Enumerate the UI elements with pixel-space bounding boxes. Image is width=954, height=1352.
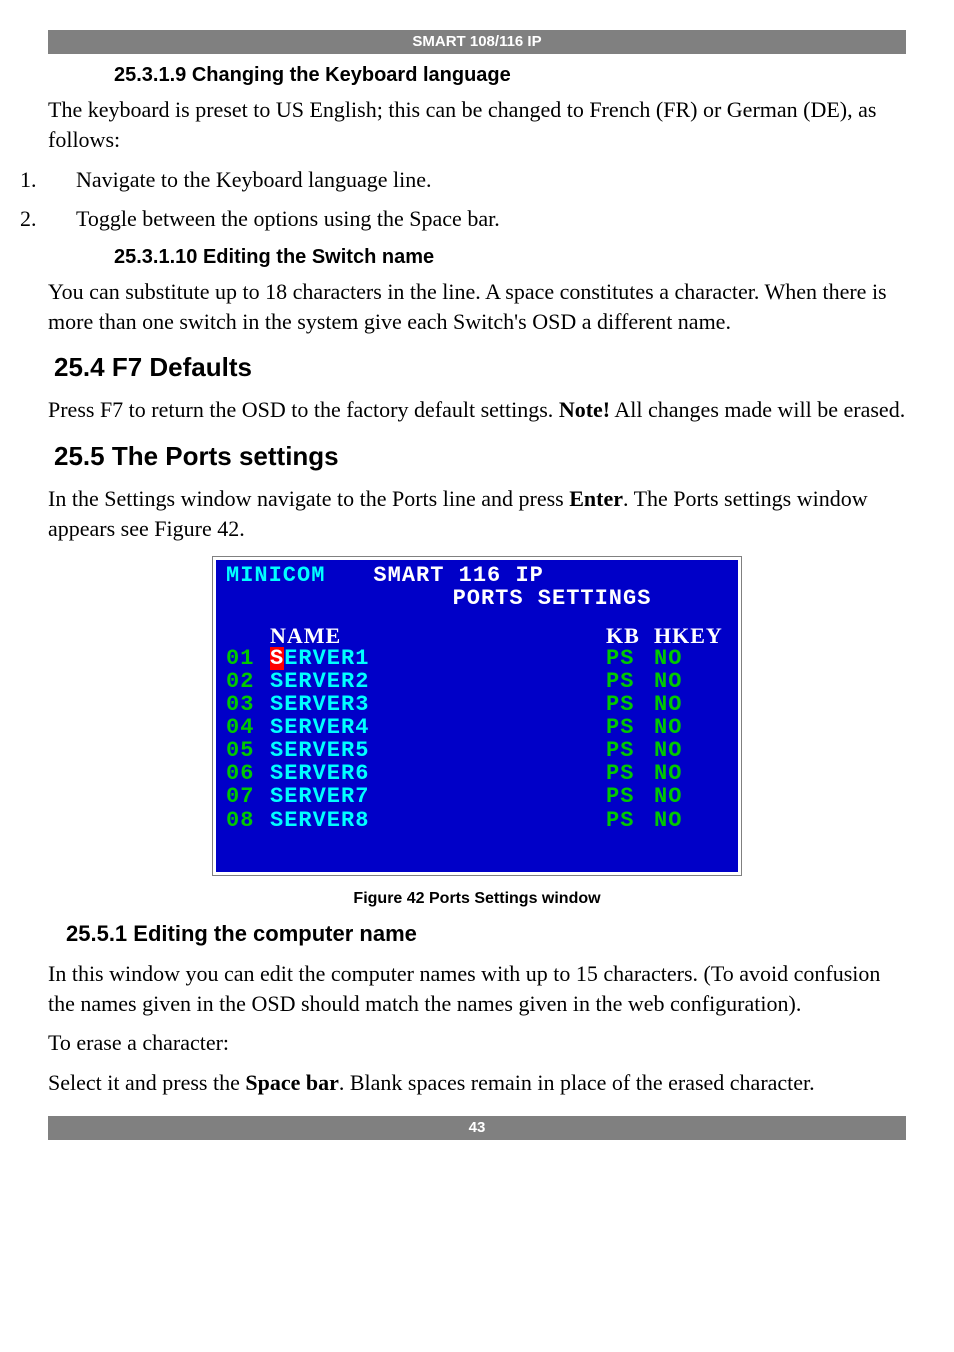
p4-enter-bold: Enter — [569, 486, 623, 511]
list-item-2: 2.Toggle between the options using the S… — [48, 204, 906, 234]
osd-screen: MINICOM SMART 116 IP PORTS SETTINGS NAME… — [216, 560, 738, 872]
osd-row-hkey: NO — [654, 716, 728, 739]
osd-row-hkey: NO — [654, 670, 728, 693]
osd-row-num: 08 — [226, 809, 270, 832]
paragraph-space-bar: Select it and press the Space bar. Blank… — [48, 1068, 906, 1098]
p4-part-a: In the Settings window navigate to the P… — [48, 486, 569, 511]
osd-row-hkey: NO — [654, 785, 728, 808]
p7-part-a: Select it and press the — [48, 1070, 245, 1095]
osd-row-num: 07 — [226, 785, 270, 808]
osd-row-name: SERVER2 — [270, 670, 606, 693]
list-num-2: 2. — [48, 204, 76, 234]
osd-row-kb: PS — [606, 785, 654, 808]
page-header-bar: SMART 108/116 IP — [48, 30, 906, 54]
osd-row-kb: PS — [606, 762, 654, 785]
osd-row-hkey: NO — [654, 809, 728, 832]
heading-25-3-1-9: 25.3.1.9 Changing the Keyboard language — [114, 62, 906, 89]
osd-row-name: SERVER6 — [270, 762, 606, 785]
paragraph-erase-char: To erase a character: — [48, 1028, 906, 1058]
osd-row: 08SERVER8PSNO — [226, 809, 728, 832]
list-text-2: Toggle between the options using the Spa… — [76, 206, 500, 231]
osd-row-name: SERVER1 — [270, 647, 606, 670]
osd-header-row: NAME KB HKEY — [226, 624, 728, 647]
osd-header-name: NAME — [270, 624, 606, 647]
osd-header-hkey: HKEY — [654, 624, 728, 647]
p3-part-a: Press F7 to return the OSD to the factor… — [48, 397, 559, 422]
osd-row: 03SERVER3PSNO — [226, 693, 728, 716]
page-footer-bar: 43 — [48, 1116, 906, 1140]
osd-row-name: SERVER3 — [270, 693, 606, 716]
heading-25-5-1: 25.5.1 Editing the computer name — [66, 919, 906, 949]
osd-title-row-1: MINICOM SMART 116 IP — [226, 564, 728, 587]
osd-row-num: 03 — [226, 693, 270, 716]
p7-part-c: . Blank spaces remain in place of the er… — [339, 1070, 815, 1095]
osd-title1: SMART 116 IP — [373, 564, 543, 587]
p7-spacebar-bold: Space bar — [245, 1070, 339, 1095]
osd-row-name: SERVER4 — [270, 716, 606, 739]
heading-25-3-1-10: 25.3.1.10 Editing the Switch name — [114, 244, 906, 271]
paragraph-ports-settings: In the Settings window navigate to the P… — [48, 484, 906, 543]
osd-row-kb: PS — [606, 739, 654, 762]
osd-row-num: 06 — [226, 762, 270, 785]
osd-row-name: SERVER8 — [270, 809, 606, 832]
osd-row: 04SERVER4PSNO — [226, 716, 728, 739]
list-item-1: 1.Navigate to the Keyboard language line… — [48, 165, 906, 195]
osd-row-hkey: NO — [654, 647, 728, 670]
osd-row: 01SERVER1PSNO — [226, 647, 728, 670]
p3-part-c: All changes made will be erased. — [610, 397, 905, 422]
osd-row-hkey: NO — [654, 693, 728, 716]
osd-row-num: 05 — [226, 739, 270, 762]
osd-title2: PORTS SETTINGS — [376, 587, 728, 610]
paragraph-edit-computer-name: In this window you can edit the computer… — [48, 959, 906, 1018]
osd-header-kb: KB — [606, 624, 654, 647]
paragraph-f7-defaults: Press F7 to return the OSD to the factor… — [48, 395, 906, 425]
list-num-1: 1. — [48, 165, 76, 195]
osd-row: 02SERVER2PSNO — [226, 670, 728, 693]
osd-row-hkey: NO — [654, 739, 728, 762]
osd-row-kb: PS — [606, 716, 654, 739]
osd-row-kb: PS — [606, 670, 654, 693]
heading-25-4: 25.4 F7 Defaults — [54, 350, 906, 385]
osd-row-hkey: NO — [654, 762, 728, 785]
osd-row: 07SERVER7PSNO — [226, 785, 728, 808]
osd-rows-container: 01SERVER1PSNO02SERVER2PSNO03SERVER3PSNO0… — [226, 647, 728, 832]
paragraph-keyboard-preset: The keyboard is preset to US English; th… — [48, 95, 906, 154]
osd-row-num: 01 — [226, 647, 270, 670]
osd-row-kb: PS — [606, 809, 654, 832]
osd-row: 05SERVER5PSNO — [226, 739, 728, 762]
osd-row-name: SERVER5 — [270, 739, 606, 762]
list-text-1: Navigate to the Keyboard language line. — [76, 167, 432, 192]
osd-row-name: SERVER7 — [270, 785, 606, 808]
paragraph-switch-name: You can substitute up to 18 characters i… — [48, 277, 906, 336]
osd-row-num: 04 — [226, 716, 270, 739]
osd-brand: MINICOM — [226, 564, 325, 587]
p3-note-bold: Note! — [559, 397, 610, 422]
osd-row-name-rest: ERVER1 — [284, 647, 369, 670]
osd-header-blank — [226, 624, 270, 647]
figure-42-caption: Figure 42 Ports Settings window — [48, 888, 906, 910]
heading-25-5: 25.5 The Ports settings — [54, 439, 906, 474]
osd-row: 06SERVER6PSNO — [226, 762, 728, 785]
osd-screenshot-container: MINICOM SMART 116 IP PORTS SETTINGS NAME… — [212, 556, 742, 876]
osd-row-num: 02 — [226, 670, 270, 693]
osd-row-kb: PS — [606, 693, 654, 716]
osd-row-kb: PS — [606, 647, 654, 670]
osd-cursor: S — [270, 647, 284, 670]
